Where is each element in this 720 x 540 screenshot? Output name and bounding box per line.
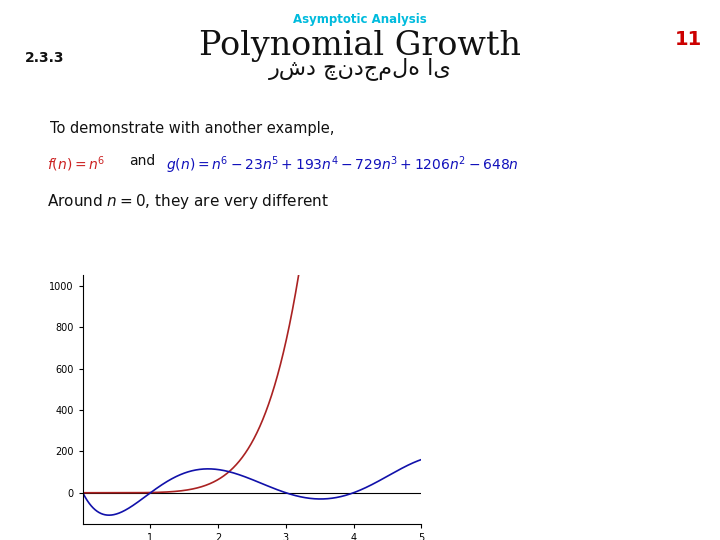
Text: n: n [248, 538, 256, 540]
Text: $g(n) = n^6 - 23n^5 + 193n^4 - 729n^3 + 1206n^2 - 648n$: $g(n) = n^6 - 23n^5 + 193n^4 - 729n^3 + … [166, 154, 518, 176]
Text: To demonstrate with another example,: To demonstrate with another example, [50, 122, 335, 137]
Text: Asymptotic Analysis: Asymptotic Analysis [293, 14, 427, 26]
Text: and: and [130, 154, 156, 168]
Text: $f(n) = n^6$: $f(n) = n^6$ [47, 154, 105, 173]
Text: 2.3.3: 2.3.3 [25, 51, 65, 65]
Text: رشد چندجمله ای: رشد چندجمله ای [269, 57, 451, 79]
Text: 11: 11 [675, 30, 702, 49]
Text: Around $n = 0$, they are very different: Around $n = 0$, they are very different [47, 192, 329, 211]
Text: Polynomial Growth: Polynomial Growth [199, 30, 521, 62]
